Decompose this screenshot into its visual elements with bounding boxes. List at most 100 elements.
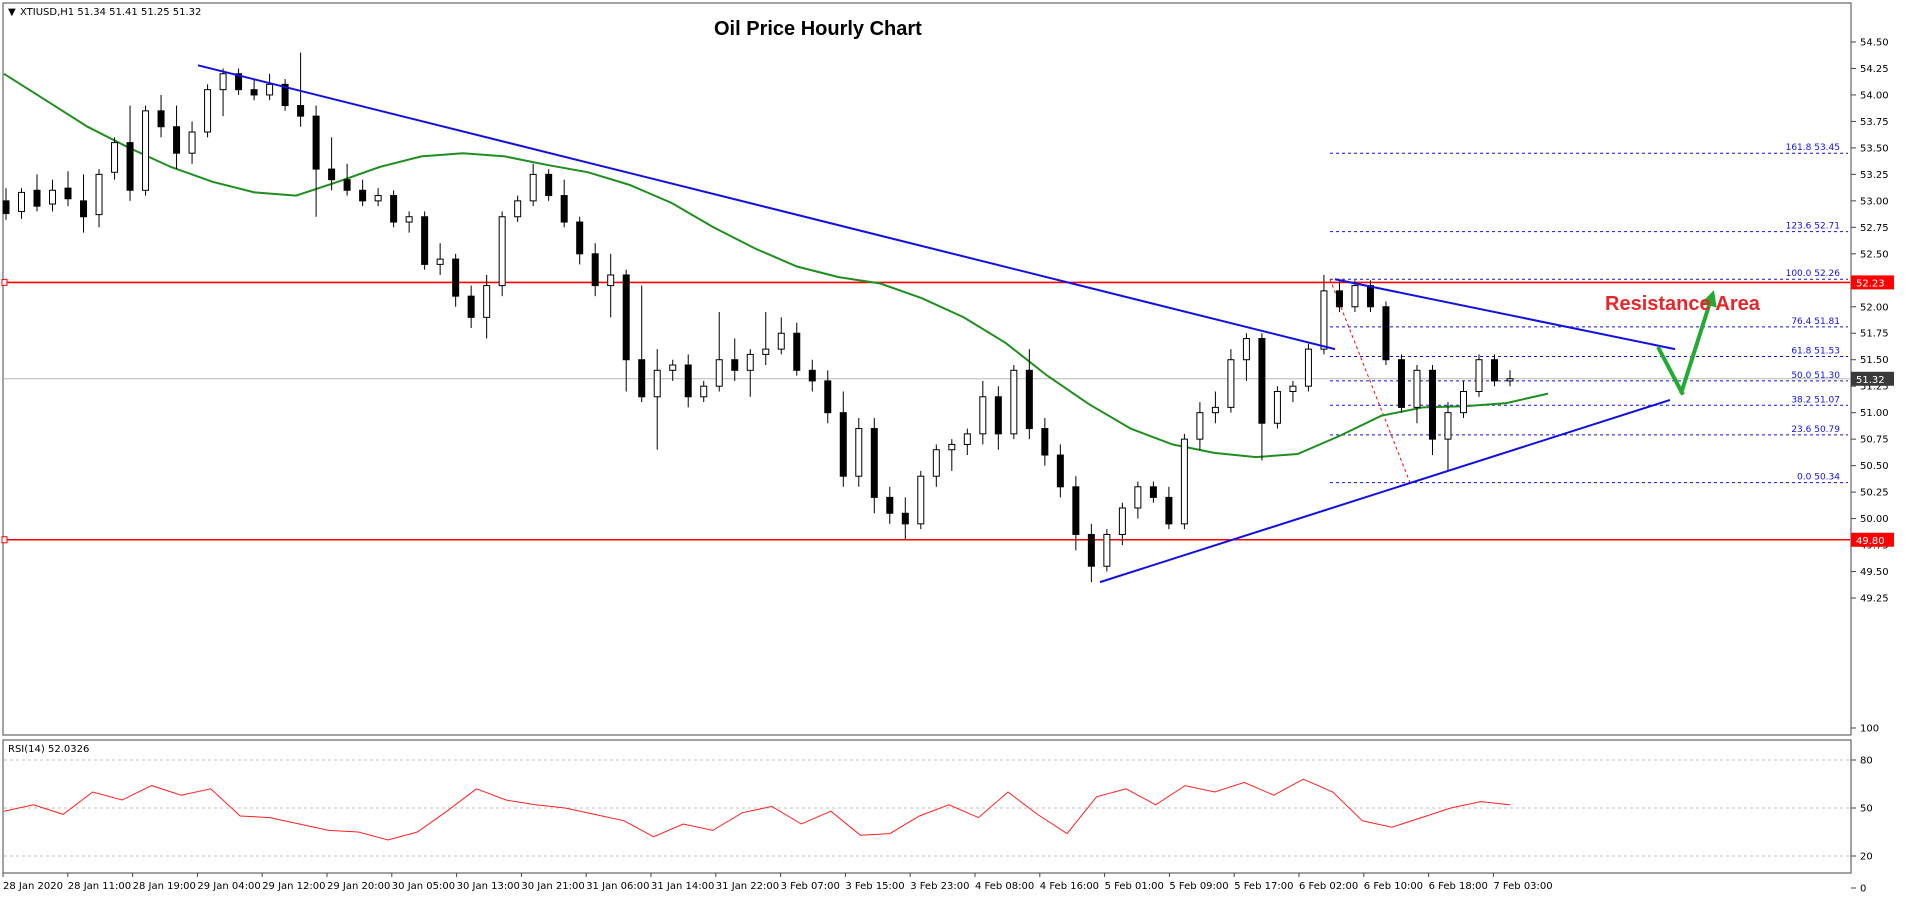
rsi-tick-label: 20 [1860,852,1873,863]
candle-body [33,189,41,207]
candle-body [1025,369,1033,430]
green-small-arrow [1656,346,1685,396]
candle-body [948,443,956,451]
candle-body [297,105,305,117]
candle-body [235,73,243,91]
candle-body [498,216,506,287]
candle-body [359,189,367,202]
x-tick-label: 5 Feb 09:00 [1169,881,1228,892]
candle-body [1010,369,1018,435]
rsi-tick-label: 50 [1860,804,1873,815]
candle-body [1506,378,1514,382]
x-tick-label: 4 Feb 08:00 [975,881,1034,892]
candle-body [901,512,909,525]
candle-body [1475,359,1483,392]
candle-body [1320,290,1328,350]
candle-body [1258,338,1266,424]
candle-body [328,168,336,181]
candle-body [545,173,553,197]
candle-body [452,258,460,297]
candle-body [312,115,320,170]
candle-body [653,369,661,398]
candle-body [1273,390,1281,424]
support-trend-line [1099,399,1671,584]
x-tick-label: 4 Feb 16:00 [1040,881,1099,892]
x-tick-label: 28 Jan 11:00 [68,881,131,892]
candle-body [1289,385,1297,392]
candle-body [1397,359,1405,408]
candle-body [746,353,754,371]
fib-level-label: 61.8 51.53 [1791,347,1840,357]
fib-level-label: 38.2 51.07 [1791,395,1840,405]
y-tick-label: 50.00 [1860,514,1889,525]
candle-body [18,191,26,212]
fib-level-label: 50.0 51.30 [1791,371,1840,381]
candle-body [64,187,72,200]
candle-body [2,200,10,215]
x-tick-label: 6 Feb 10:00 [1364,881,1423,892]
x-tick-label: 5 Feb 17:00 [1234,881,1293,892]
fib-level-label: 161.8 53.45 [1786,143,1840,153]
candle-body [560,195,568,223]
candle-body [514,200,522,218]
candle-body [1366,285,1374,308]
candle-body [824,380,832,414]
fib-level-label: 100.0 52.26 [1786,269,1841,279]
candle-body [1072,486,1080,535]
x-tick-label: 3 Feb 15:00 [845,881,904,892]
candle-body [405,216,413,223]
candle-body [731,359,739,371]
candle-body [886,496,894,514]
fib-diagonal [1329,279,1411,483]
candle-body [250,89,258,96]
y-tick-label: 51.25 [1860,382,1889,393]
candle-body [1227,359,1235,408]
x-tick-label: 31 Jan 06:00 [586,881,649,892]
candle-body [777,332,785,350]
current-price-box [1851,371,1894,386]
candle-body [979,396,987,435]
y-tick-label: 50.75 [1860,435,1889,446]
candle-body [390,195,398,223]
rsi-tick-label: 100 [1860,724,1879,735]
candle-body [1335,290,1343,308]
symbol-triangle-icon: ▼ [8,7,16,18]
candle-body [591,253,599,287]
candle-body [715,359,723,387]
candle-body [157,110,165,128]
rsi-tick-label: 80 [1860,756,1873,767]
x-tick-label: 29 Jan 20:00 [327,881,390,892]
candle-body [1134,486,1142,509]
candle-body [932,449,940,477]
x-tick-label: 7 Feb 03:00 [1493,881,1552,892]
candle-body [607,274,615,287]
y-tick-label: 50.50 [1860,461,1889,472]
level-price-box [1851,532,1894,547]
candle-body [80,200,88,218]
candle-body [266,83,274,96]
rsi-label: RSI(14) 52.0326 [8,744,89,755]
candle-body [700,385,708,398]
candle-body [793,332,801,371]
x-tick-label: 3 Feb 07:00 [781,881,840,892]
candle-body [855,428,863,477]
candle-body [467,295,475,318]
candle-body [1041,428,1049,456]
x-tick-label: 5 Feb 01:00 [1105,881,1164,892]
upper-triangle-line [1334,278,1676,351]
y-tick-label: 54.00 [1860,90,1889,101]
chart-title: Oil Price Hourly Chart [714,18,922,40]
candle-body [762,348,770,355]
candle-body [173,126,181,154]
candle-body [126,142,134,191]
candle-body [839,412,847,477]
level-handle [1,536,8,544]
x-tick-label: 31 Jan 14:00 [651,881,714,892]
main-pane-frame [2,2,1852,736]
y-tick-label: 51.75 [1860,329,1889,340]
y-tick-label: 51.50 [1860,355,1889,366]
x-tick-label: 30 Jan 13:00 [457,881,520,892]
y-tick-label: 53.25 [1860,170,1889,181]
candle-body [111,142,119,173]
x-tick-label: 29 Jan 04:00 [197,881,260,892]
